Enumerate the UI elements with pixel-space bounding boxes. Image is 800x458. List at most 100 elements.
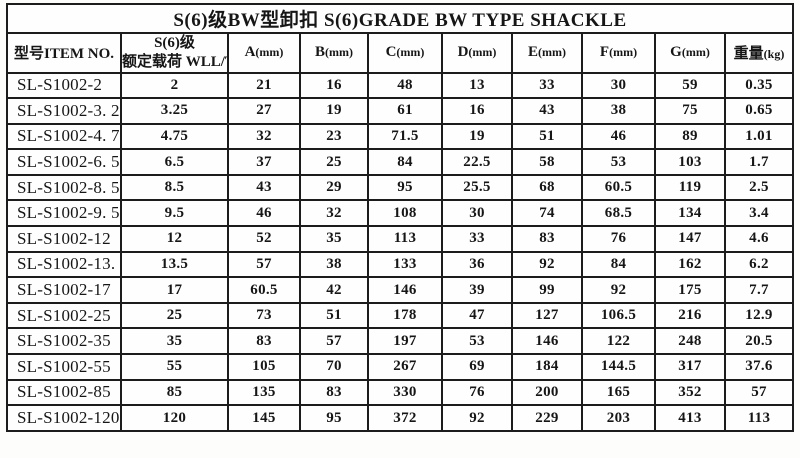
item-no-cell: SL-S1002-4. 75 xyxy=(6,122,122,151)
col-header-item-no: 型号ITEM NO. xyxy=(6,32,122,74)
table-row: SL-S1002-55 55 105 70 267 69 184 144.5 317 37.6 xyxy=(6,353,794,381)
spec-value-cell: 21 xyxy=(227,71,301,100)
table-title-row: S(6)级BW型卸扣 S(6)GRADE BW TYPE SHACKLE xyxy=(6,3,794,34)
spec-value-cell: 317 xyxy=(654,353,726,381)
spec-value-cell: 89 xyxy=(654,122,726,151)
spec-value-cell: 4.6 xyxy=(724,225,794,253)
item-no-cell: SL-S1002-35 xyxy=(6,327,122,356)
item-no-cell: SL-S1002-6. 5 xyxy=(6,148,122,176)
spec-value-cell: 13.5 xyxy=(120,250,229,279)
spec-value-cell: 145 xyxy=(227,404,301,432)
spec-value-cell: 68.5 xyxy=(581,199,656,228)
table-row: SL-S1002-8. 5 8.5 43 29 95 25.5 68 60.5 119 2.5 xyxy=(6,173,794,202)
spec-value-cell: 248 xyxy=(654,327,726,356)
table-row: SL-S1002-35 35 83 57 197 53 146 122 248 20.5 xyxy=(6,327,794,356)
col-header-c-label: C xyxy=(385,44,397,61)
spec-value-cell: 135 xyxy=(227,378,301,407)
spec-value-cell: 57 xyxy=(724,378,794,407)
item-no-cell: SL-S1002-3. 25 xyxy=(6,97,122,125)
col-header-d: D(mm) xyxy=(441,32,513,74)
spec-value-cell: 146 xyxy=(367,276,443,304)
spec-value-cell: 197 xyxy=(367,327,443,356)
col-header-b: B(mm) xyxy=(299,32,369,74)
spec-value-cell: 99 xyxy=(511,276,583,304)
spec-value-cell: 48 xyxy=(367,71,443,100)
spec-value-cell: 73 xyxy=(227,301,301,330)
table-row: SL-S1002-85 85 135 83 330 76 200 165 352 57 xyxy=(6,378,794,407)
col-header-a-label: A xyxy=(244,44,256,61)
spec-value-cell: 53 xyxy=(441,327,513,356)
col-header-e: E(mm) xyxy=(511,32,583,74)
col-header-c: C(mm) xyxy=(367,32,443,74)
spec-value-cell: 92 xyxy=(511,250,583,279)
spec-value-cell: 1.7 xyxy=(724,148,794,176)
spec-value-cell: 3.4 xyxy=(724,199,794,228)
spec-value-cell: 0.35 xyxy=(724,71,794,100)
col-header-c-unit: (mm) xyxy=(396,45,425,60)
spec-value-cell: 330 xyxy=(367,378,443,407)
table-row: SL-S1002-4. 75 4.75 32 23 71.5 19 51 46 89 1.01 xyxy=(6,122,794,151)
spec-value-cell: 103 xyxy=(654,148,726,176)
spec-value-cell: 55 xyxy=(120,353,229,381)
spec-value-cell: 95 xyxy=(299,404,369,432)
col-header-wll-grade: S(6)级 xyxy=(154,35,195,51)
spec-value-cell: 85 xyxy=(120,378,229,407)
spec-value-cell: 35 xyxy=(120,327,229,356)
spec-value-cell: 6.2 xyxy=(724,250,794,279)
col-header-f-label: F xyxy=(599,44,610,61)
spec-value-cell: 46 xyxy=(581,122,656,151)
spec-value-cell: 25.5 xyxy=(441,173,513,202)
spec-value-cell: 2.5 xyxy=(724,173,794,202)
spec-value-cell: 106.5 xyxy=(581,301,656,330)
spec-value-cell: 6.5 xyxy=(120,148,229,176)
col-header-f: F(mm) xyxy=(581,32,656,74)
spec-value-cell: 92 xyxy=(581,276,656,304)
spec-value-cell: 16 xyxy=(441,97,513,125)
spec-value-cell: 12.9 xyxy=(724,301,794,330)
spec-value-cell: 413 xyxy=(654,404,726,432)
spec-value-cell: 22.5 xyxy=(441,148,513,176)
spec-value-cell: 71.5 xyxy=(367,122,443,151)
item-no-cell: SL-S1002-2 xyxy=(6,71,122,100)
spec-value-cell: 92 xyxy=(441,404,513,432)
spec-value-cell: 83 xyxy=(227,327,301,356)
spec-value-cell: 19 xyxy=(299,97,369,125)
spec-value-cell: 84 xyxy=(581,250,656,279)
spec-value-cell: 147 xyxy=(654,225,726,253)
table-row: SL-S1002-13. 5 13.5 57 38 133 36 92 84 162 6.2 xyxy=(6,250,794,279)
spec-value-cell: 46 xyxy=(227,199,301,228)
spec-value-cell: 19 xyxy=(441,122,513,151)
col-header-weight: 重量(kg) xyxy=(724,32,794,74)
spec-value-cell: 95 xyxy=(367,173,443,202)
spec-value-cell: 76 xyxy=(581,225,656,253)
spec-value-cell: 37.6 xyxy=(724,353,794,381)
table-row: SL-S1002-2 2 21 16 48 13 33 30 59 0.35 xyxy=(6,71,794,100)
spec-value-cell: 178 xyxy=(367,301,443,330)
spec-value-cell: 74 xyxy=(511,199,583,228)
spec-value-cell: 70 xyxy=(299,353,369,381)
spec-value-cell: 17 xyxy=(120,276,229,304)
spec-value-cell: 352 xyxy=(654,378,726,407)
spec-value-cell: 38 xyxy=(581,97,656,125)
col-header-b-unit: (mm) xyxy=(325,45,353,60)
spec-value-cell: 133 xyxy=(367,250,443,279)
spec-value-cell: 60.5 xyxy=(581,173,656,202)
table-row: SL-S1002-12 12 52 35 113 33 83 76 147 4.6 xyxy=(6,225,794,253)
table-row: SL-S1002-9. 5 9.5 46 32 108 30 74 68.5 134 3.4 xyxy=(6,199,794,228)
spec-value-cell: 38 xyxy=(299,250,369,279)
spec-value-cell: 0.65 xyxy=(724,97,794,125)
spec-value-cell: 69 xyxy=(441,353,513,381)
table-row: SL-S1002-25 25 73 51 178 47 127 106.5 216 12.9 xyxy=(6,301,794,330)
spec-value-cell: 120 xyxy=(120,404,229,432)
spec-value-cell: 119 xyxy=(654,173,726,202)
spec-value-cell: 33 xyxy=(511,71,583,100)
col-header-e-label: E xyxy=(528,44,539,61)
spec-value-cell: 51 xyxy=(299,301,369,330)
spec-value-cell: 75 xyxy=(654,97,726,125)
spec-value-cell: 134 xyxy=(654,199,726,228)
spec-value-cell: 12 xyxy=(120,225,229,253)
spec-value-cell: 144.5 xyxy=(581,353,656,381)
spec-value-cell: 9.5 xyxy=(120,199,229,228)
spec-value-cell: 175 xyxy=(654,276,726,304)
spec-value-cell: 229 xyxy=(511,404,583,432)
